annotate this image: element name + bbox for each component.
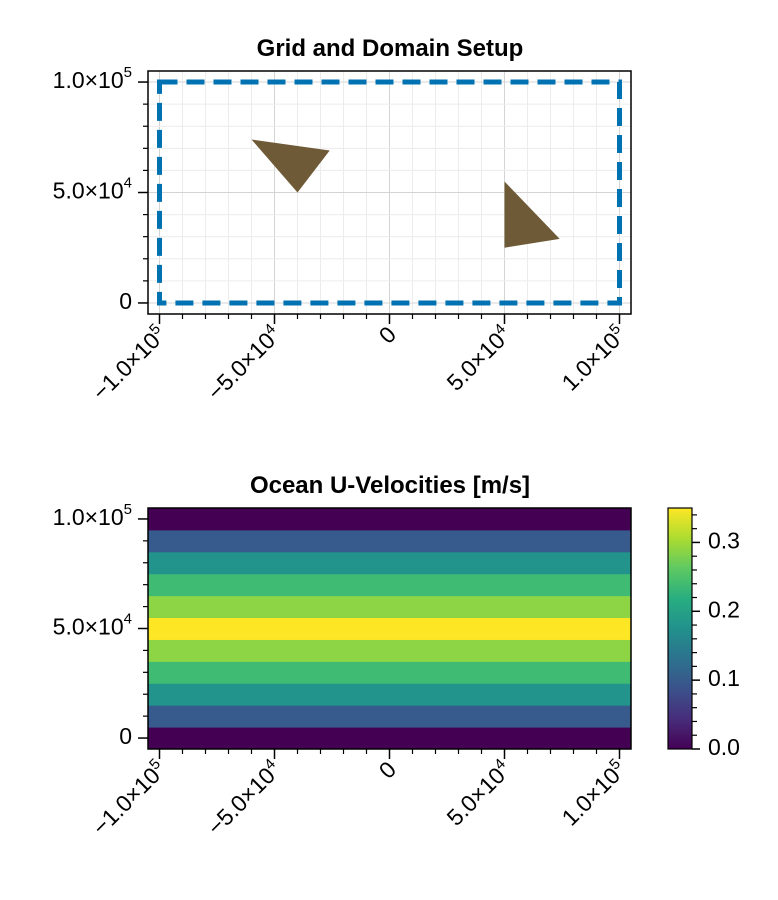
colorbar-tick-label: 0.2 (708, 596, 740, 622)
grid-domain-chart: Grid and Domain Setup −1.0×105 −5.0×104 0 5… (53, 35, 632, 405)
colorbar-ticks: 0.0 0.1 0.2 0.3 (692, 514, 740, 760)
heatmap-row (148, 705, 631, 728)
grid-lines (148, 71, 631, 314)
chart-title: Grid and Domain Setup (257, 35, 524, 62)
heatmap-row (148, 595, 631, 619)
floe-1-polygon (251, 139, 330, 193)
y-tick-label: 0 (119, 288, 132, 314)
colorbar-tick-label: 0.3 (708, 528, 740, 554)
x-tick-label: 5.0×104 (441, 755, 516, 830)
x-tick-label: 1.0×105 (556, 320, 631, 395)
x-tick-label: −1.0×105 (86, 755, 171, 840)
heatmap-row (148, 639, 631, 662)
heatmap-row (148, 508, 631, 531)
x-tick-label: −5.0×104 (201, 755, 286, 840)
heatmap-cells (148, 508, 631, 750)
floe-2-polygon (504, 181, 560, 248)
y-tick-label: 0 (119, 723, 132, 749)
x-tick-label: 0 (374, 321, 401, 348)
heatmap-row (148, 683, 631, 706)
x-tick-label: 0 (374, 756, 401, 783)
heatmap-row (148, 661, 631, 684)
y-tick-label: 1.0×105 (53, 501, 132, 530)
colorbar-tick-label: 0.0 (708, 734, 740, 760)
heatmap-row (148, 529, 631, 553)
colorbar-gradient (667, 507, 693, 750)
x-tick-label: 1.0×105 (556, 755, 631, 830)
heatmap-row (148, 551, 631, 575)
domain-boundary (157, 79, 622, 306)
chart-title: Ocean U-Velocities [m/s] (250, 472, 530, 499)
heatmap-row (148, 573, 631, 597)
velocity-heatmap-chart: Ocean U-Velocities [m/s] −1.0×105 −5.0×10… (53, 472, 740, 840)
plot-content (157, 79, 622, 306)
colorbar: 0.0 0.1 0.2 0.3 (667, 507, 740, 760)
y-tick-label: 5.0×104 (53, 610, 132, 639)
heatmap-row (148, 617, 631, 640)
x-tick-label: 5.0×104 (441, 320, 516, 395)
x-tick-label: −1.0×105 (86, 320, 171, 405)
y-tick-label: 5.0×104 (53, 174, 132, 203)
heatmap-row (148, 727, 631, 750)
colorbar-tick-label: 0.1 (708, 665, 740, 691)
x-tick-label: −5.0×104 (201, 320, 286, 405)
y-tick-label: 1.0×105 (53, 64, 132, 93)
